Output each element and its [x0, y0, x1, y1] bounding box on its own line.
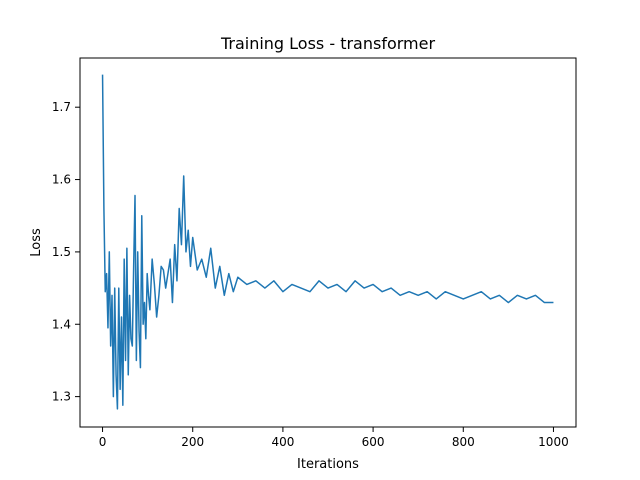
plot-area: [101, 74, 554, 410]
x-axis-label: Iterations: [297, 457, 359, 472]
y-axis-label: Loss: [29, 228, 44, 257]
y-tick-label: 1.5: [52, 245, 71, 259]
x-axis-ticks: 0 200 400 600 800 1000: [99, 427, 569, 449]
chart-title: Training Loss - transformer: [220, 34, 436, 53]
y-tick-label: 1.3: [52, 390, 71, 404]
y-tick-label: 1.7: [52, 100, 71, 114]
x-tick-label: 0: [99, 435, 107, 449]
x-tick-label: 800: [452, 435, 475, 449]
y-tick-label: 1.6: [52, 173, 71, 187]
series-line-0: [101, 74, 554, 410]
x-tick-label: 400: [271, 435, 294, 449]
x-tick-label: 200: [181, 435, 204, 449]
x-tick-label: 1000: [538, 435, 569, 449]
x-tick-label: 600: [362, 435, 385, 449]
y-tick-label: 1.4: [52, 317, 71, 331]
axes-frame: [79, 57, 577, 428]
y-axis-ticks: 1.3 1.4 1.5 1.6 1.7: [52, 100, 80, 404]
